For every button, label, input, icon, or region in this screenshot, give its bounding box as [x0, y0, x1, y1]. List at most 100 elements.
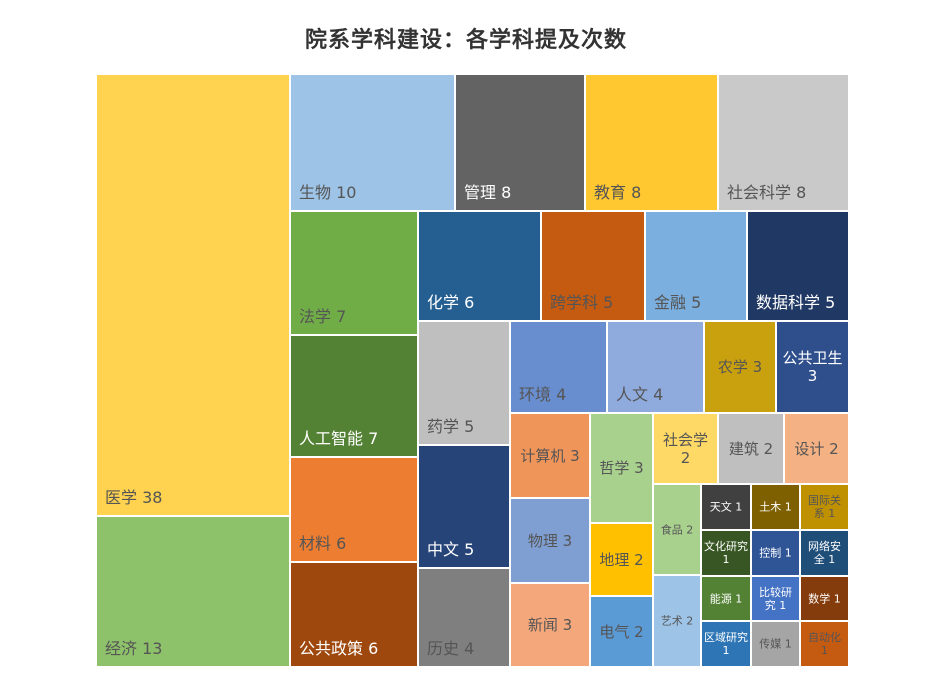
cell-label: 区域研究 1 [704, 631, 748, 657]
category-label: 哲学 [599, 459, 630, 477]
category-label: 法学 [299, 306, 332, 326]
category-label: 社会学 [662, 430, 708, 449]
category-label: 网络安全 [808, 539, 841, 566]
treemap-cell: 区域研究 1 [701, 621, 751, 667]
cell-label: 国际关系 1 [803, 494, 846, 520]
cell-label: 哲学 3 [593, 459, 650, 477]
category-label: 数学 [808, 591, 831, 605]
category-label: 物理 [527, 531, 558, 550]
value-label: 1 [784, 500, 792, 514]
value-label: 2 [680, 448, 691, 467]
value-label: 2 [686, 522, 694, 536]
cell-label: 电气 2 [593, 623, 650, 641]
value-label: 2 [763, 439, 774, 458]
treemap-cell: 中文 5 [418, 445, 510, 568]
category-label: 社会科学 [727, 182, 792, 202]
treemap-cell: 历史 4 [418, 568, 510, 667]
value-label: 1 [779, 598, 787, 612]
treemap-cell: 材料 6 [290, 457, 418, 562]
cell-label: 管理 8 [464, 183, 580, 202]
treemap-cell: 教育 8 [585, 74, 718, 211]
category-label: 化学 [427, 292, 460, 312]
treemap-cell: 设计 2 [784, 413, 849, 484]
value-label: 1 [722, 553, 730, 566]
treemap-cell: 人文 4 [607, 321, 704, 413]
treemap-cell: 比较研究 1 [751, 576, 800, 621]
value-label: 7 [368, 428, 379, 448]
treemap-cell: 建筑 2 [718, 413, 784, 484]
cell-label: 材料 6 [299, 534, 413, 553]
treemap-cell: 数据科学 5 [747, 211, 849, 321]
treemap-cell: 社会学 2 [653, 413, 718, 484]
category-label: 自动化 [808, 630, 841, 644]
cell-label: 化学 6 [427, 293, 536, 312]
value-label: 2 [634, 550, 644, 569]
treemap-cell: 物理 3 [510, 498, 590, 583]
category-label: 公共卫生 [782, 349, 843, 367]
value-label: 1 [828, 553, 836, 566]
value-label: 38 [142, 487, 163, 507]
value-label: 4 [653, 384, 664, 404]
treemap-cell: 天文 1 [701, 484, 751, 530]
treemap-cell: 能源 1 [701, 576, 751, 621]
value-label: 3 [752, 358, 763, 376]
category-label: 艺术 [660, 614, 683, 628]
value-label: 5 [464, 539, 475, 559]
treemap-cell: 土木 1 [751, 484, 800, 530]
value-label: 7 [336, 306, 347, 326]
treemap-cell: 金融 5 [645, 211, 747, 321]
category-label: 区域研究 [704, 630, 748, 644]
category-label: 食品 [660, 522, 683, 536]
treemap-cell: 化学 6 [418, 211, 541, 321]
value-label: 5 [464, 416, 475, 436]
treemap-cell: 计算机 3 [510, 413, 590, 498]
treemap-cell: 文化研究 1 [701, 530, 751, 576]
cell-label: 新闻 3 [513, 616, 587, 634]
value-label: 8 [501, 182, 512, 202]
category-label: 中文 [427, 539, 460, 559]
cell-label: 环境 4 [519, 385, 602, 404]
category-label: 人工智能 [299, 428, 364, 448]
category-label: 国际关系 [808, 493, 841, 520]
category-label: 环境 [519, 384, 552, 404]
value-label: 1 [833, 591, 841, 605]
category-label: 建筑 [728, 439, 759, 458]
value-label: 8 [631, 182, 642, 202]
value-label: 3 [562, 531, 573, 550]
cell-label: 药学 5 [427, 417, 505, 436]
treemap-cell: 电气 2 [590, 596, 653, 667]
treemap-cell: 自动化 1 [800, 621, 849, 667]
treemap-cell: 环境 4 [510, 321, 607, 413]
value-label: 4 [556, 384, 567, 404]
value-label: 5 [603, 292, 614, 312]
category-label: 经济 [105, 638, 138, 658]
cell-label: 数学 1 [803, 592, 846, 605]
value-label: 3 [634, 459, 644, 477]
category-label: 管理 [464, 182, 497, 202]
value-label: 2 [634, 622, 644, 641]
value-label: 5 [825, 292, 836, 312]
category-label: 计算机 [520, 446, 566, 465]
cell-label: 公共卫生 3 [779, 349, 846, 385]
category-label: 药学 [427, 416, 460, 436]
cell-label: 法学 7 [299, 307, 413, 326]
cell-label: 比较研究 1 [754, 585, 797, 611]
value-label: 6 [464, 292, 475, 312]
treemap-cell: 数学 1 [800, 576, 849, 621]
treemap-cell: 药学 5 [418, 321, 510, 445]
cell-label: 物理 3 [513, 532, 587, 550]
category-label: 地理 [599, 550, 630, 569]
cell-label: 人文 4 [616, 385, 699, 404]
cell-label: 计算机 3 [513, 447, 587, 465]
cell-label: 控制 1 [754, 546, 797, 559]
treemap-cell: 网络安全 1 [800, 530, 849, 576]
category-label: 金融 [654, 292, 687, 312]
value-label: 10 [336, 182, 357, 202]
category-label: 数据科学 [756, 292, 821, 312]
cell-label: 经济 13 [105, 639, 285, 658]
value-label: 8 [796, 182, 807, 202]
cell-label: 设计 2 [787, 440, 846, 458]
value-label: 2 [829, 439, 839, 458]
value-label: 6 [336, 533, 347, 553]
